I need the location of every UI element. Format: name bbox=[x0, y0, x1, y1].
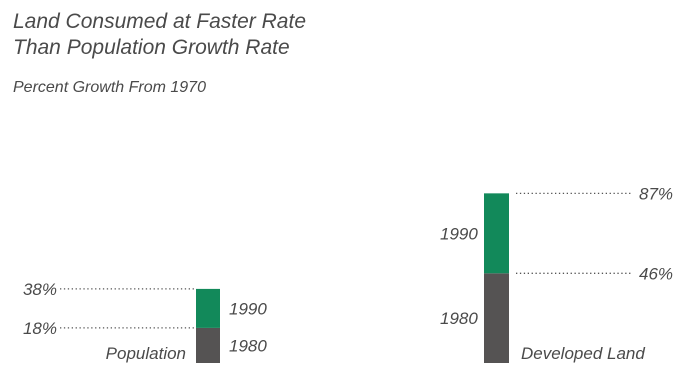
segment-label-0-1980: 1980 bbox=[229, 336, 267, 355]
value-label-0-1980: 18% bbox=[23, 319, 57, 338]
bar-segment-1-1990 bbox=[484, 193, 509, 274]
segment-label-1-1980: 1980 bbox=[440, 309, 478, 328]
segment-label-1-1990: 1990 bbox=[440, 224, 478, 243]
category-label-1: Developed Land bbox=[521, 344, 645, 363]
value-label-1-1980: 46% bbox=[639, 264, 673, 283]
value-label-1-1990: 87% bbox=[639, 184, 673, 203]
bar-segment-0-1990 bbox=[196, 288, 220, 328]
bar-segment-1-1980 bbox=[484, 273, 509, 363]
chart-subtitle: Percent Growth From 1970 bbox=[13, 79, 206, 96]
segment-label-0-1990: 1990 bbox=[229, 299, 267, 318]
value-label-0-1990: 38% bbox=[23, 280, 57, 299]
chart-title-line-2: Than Population Growth Rate bbox=[13, 36, 290, 59]
bar-segment-0-1980 bbox=[196, 327, 220, 363]
category-label-0: Population bbox=[106, 344, 186, 363]
chart-title-line-1: Land Consumed at Faster Rate bbox=[13, 10, 306, 33]
